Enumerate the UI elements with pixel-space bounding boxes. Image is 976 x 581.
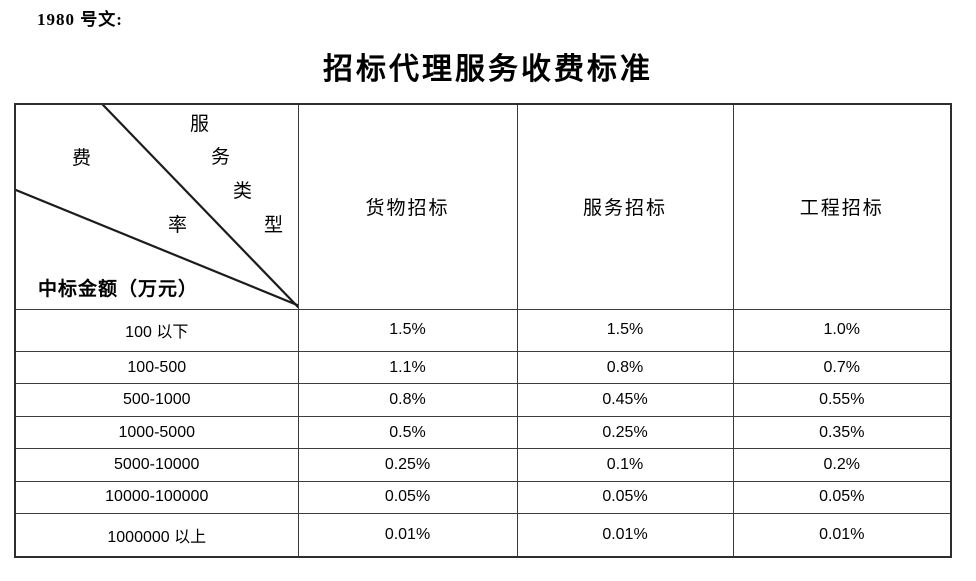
table-row: 100 以下 1.5% 1.5% 1.0% (14, 308, 952, 353)
fee-value-cell: 0.2% (732, 448, 952, 482)
fee-value-cell: 1.0% (732, 308, 952, 353)
row-range-label: 100-500 (14, 351, 299, 385)
fee-value-cell: 0.01% (297, 512, 518, 558)
doc-ref-note: 1980 号文: (37, 10, 123, 29)
diagonal-divider-lines (16, 105, 298, 309)
column-header-service: 服务招标 (516, 103, 734, 310)
corner-service-type-char: 型 (264, 215, 284, 236)
table-row: 1000000 以上 0.01% 0.01% 0.01% (14, 512, 952, 558)
corner-service-type-char: 服 (190, 114, 210, 135)
fee-value-cell: 0.8% (516, 351, 734, 385)
fee-value-cell: 1.1% (297, 351, 518, 385)
row-range-label: 1000-5000 (14, 415, 299, 450)
fee-value-cell: 0.7% (732, 351, 952, 385)
fee-value-cell: 1.5% (516, 308, 734, 353)
fee-value-cell: 0.05% (297, 480, 518, 514)
table-row: 500-1000 0.8% 0.45% 0.55% (14, 383, 952, 417)
fee-value-cell: 0.25% (297, 448, 518, 482)
row-range-label: 500-1000 (14, 383, 299, 417)
table-row: 10000-100000 0.05% 0.05% 0.05% (14, 480, 952, 514)
fee-value-cell: 0.8% (297, 383, 518, 417)
fee-value-cell: 0.01% (516, 512, 734, 558)
fee-value-cell: 1.5% (297, 308, 518, 353)
column-header-engineering: 工程招标 (732, 103, 952, 310)
row-range-label: 100 以下 (14, 308, 299, 353)
fee-value-cell: 0.5% (297, 415, 518, 450)
corner-service-type-char: 类 (233, 181, 253, 202)
corner-fee-rate-char: 费 (72, 148, 92, 169)
fee-value-cell: 0.55% (732, 383, 952, 417)
corner-service-type-char: 务 (211, 147, 231, 168)
table-row: 1000-5000 0.5% 0.25% 0.35% (14, 415, 952, 450)
fee-value-cell: 0.01% (732, 512, 952, 558)
column-header-goods: 货物招标 (297, 103, 518, 310)
table-row: 100-500 1.1% 0.8% 0.7% (14, 351, 952, 385)
fee-value-cell: 0.25% (516, 415, 734, 450)
table-row: 5000-10000 0.25% 0.1% 0.2% (14, 448, 952, 482)
fee-value-cell: 0.05% (732, 480, 952, 514)
corner-fee-rate-char: 率 (168, 215, 188, 236)
fee-value-cell: 0.1% (516, 448, 734, 482)
table-corner-cell: 服 务 类 型 费 率 中标金额（万元） (14, 103, 299, 310)
row-range-label: 10000-100000 (14, 480, 299, 514)
fee-value-cell: 0.45% (516, 383, 734, 417)
doc-title: 招标代理服务收费标准 (323, 53, 653, 86)
row-range-label: 1000000 以上 (14, 512, 299, 558)
fee-standard-table: 服 务 类 型 费 率 中标金额（万元） 货物招标 服务招标 工程招标 100 … (14, 103, 952, 558)
header-row: 服 务 类 型 费 率 中标金额（万元） 货物招标 服务招标 工程招标 (14, 103, 952, 310)
fee-value-cell: 0.35% (732, 415, 952, 450)
row-range-label: 5000-10000 (14, 448, 299, 482)
fee-value-cell: 0.05% (516, 480, 734, 514)
corner-amount-label: 中标金额（万元） (38, 279, 199, 300)
